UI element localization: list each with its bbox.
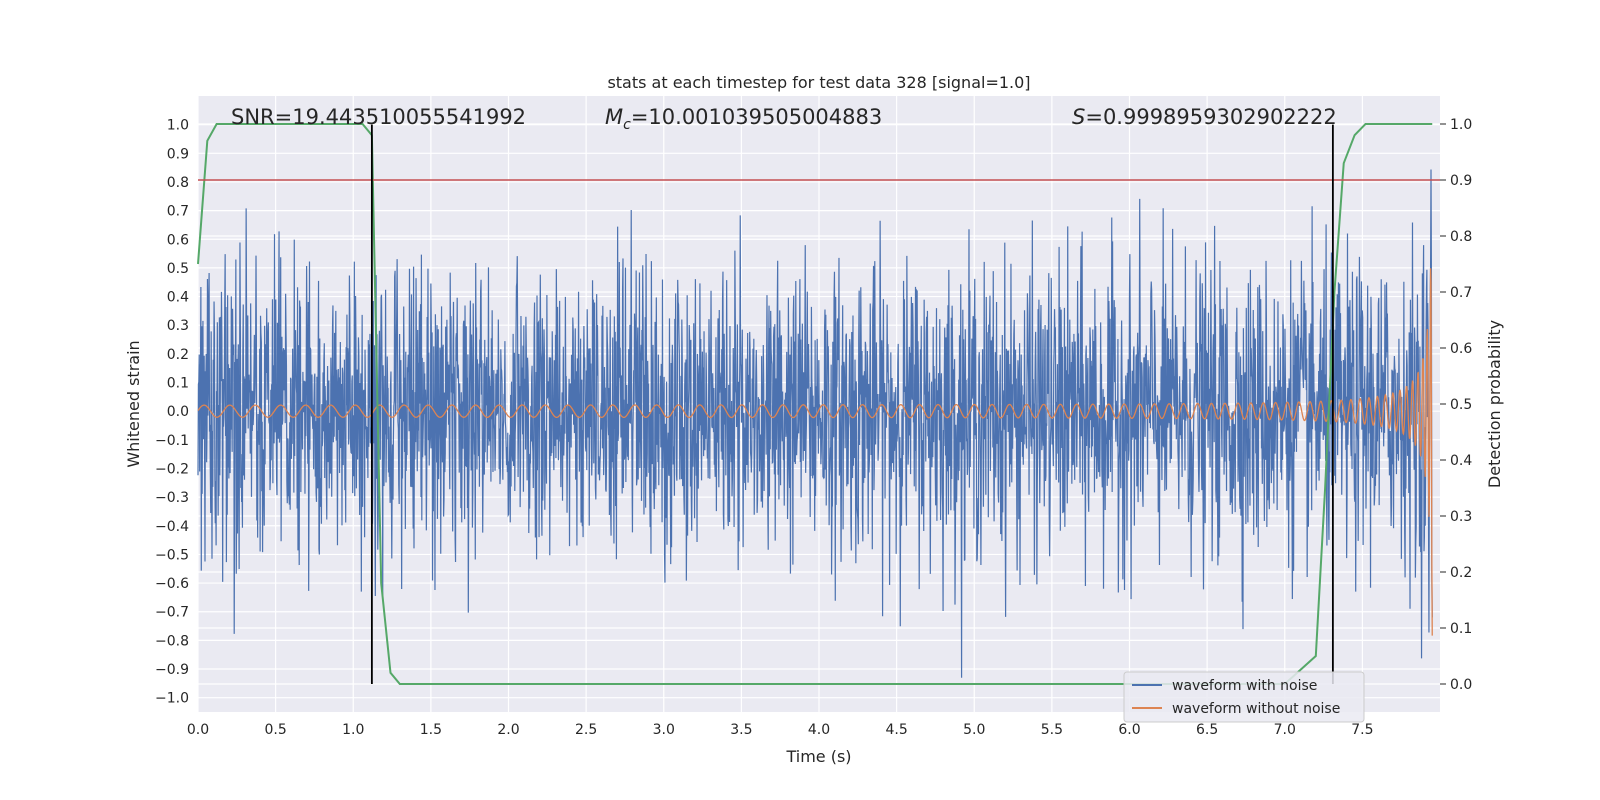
y-tick-label: 0.7 <box>167 204 189 220</box>
x-tick-label: 3.5 <box>730 722 752 738</box>
y-tick-label: −0.1 <box>155 433 189 449</box>
y2-tick-label: 0.6 <box>1450 341 1472 357</box>
legend-box <box>1123 671 1365 723</box>
y2-tick-label: 1.0 <box>1450 117 1472 133</box>
y-axis-label: Whitened strain <box>124 340 143 467</box>
y-tick-label: −0.6 <box>155 576 189 592</box>
y-tick-label: 0.9 <box>167 146 189 162</box>
y-tick-label: −0.4 <box>155 519 189 535</box>
x-tick-label: 0.0 <box>187 722 209 738</box>
y-tick-label: −0.2 <box>155 461 189 477</box>
legend-label-noisy: waveform with noise <box>1172 678 1317 694</box>
x-tick-label: 4.0 <box>808 722 830 738</box>
series-waveform-with-noise <box>197 169 1433 678</box>
y-tick-label: 0.8 <box>167 175 189 191</box>
x-tick-label: 1.0 <box>342 722 364 738</box>
x-tick-label: 2.5 <box>575 722 597 738</box>
y-tick-label: −0.3 <box>155 490 189 506</box>
x-tick-label: 5.0 <box>963 722 985 738</box>
y2-tick-label: 0.7 <box>1450 285 1472 301</box>
s-annotation: S=0.9998959302902222 <box>1072 105 1337 129</box>
x-tick-label: 4.5 <box>885 722 907 738</box>
y2-tick-label: 0.1 <box>1450 621 1472 637</box>
series-layer <box>197 123 1433 685</box>
snr-annotation: SNR=19.443510055541992 <box>231 105 526 129</box>
y-tick-label: 1.0 <box>167 118 189 134</box>
y2-tick-label: 0.0 <box>1450 677 1472 693</box>
y-tick-label: 0.6 <box>167 232 189 248</box>
legend-label-clean: waveform without noise <box>1172 701 1340 717</box>
y2-tick-label: 0.8 <box>1450 229 1472 245</box>
y-tick-label: 0.0 <box>167 404 189 420</box>
y-tick-label: −0.9 <box>155 662 189 678</box>
y2-tick-label: 0.9 <box>1450 173 1472 189</box>
x-tick-label: 6.5 <box>1196 722 1218 738</box>
y-tick-label: −0.5 <box>155 547 189 563</box>
y2-tick-label: 0.5 <box>1450 397 1472 413</box>
y-tick-label: 0.2 <box>167 347 189 363</box>
y2-axis-label: Detection probability <box>1485 320 1504 488</box>
y-tick-label: −1.0 <box>155 691 189 707</box>
chirp-mass-annotation: Mc=10.001039505004883 <box>605 105 882 133</box>
legend: waveform with noise waveform without noi… <box>1123 671 1365 723</box>
y2-tick-label: 0.4 <box>1450 453 1472 469</box>
x-tick-label: 2.0 <box>497 722 519 738</box>
x-tick-label: 3.0 <box>653 722 675 738</box>
y-tick-label: 0.3 <box>167 318 189 334</box>
x-tick-label: 6.0 <box>1118 722 1140 738</box>
y2-tick-label: 0.2 <box>1450 565 1472 581</box>
x-tick-label: 7.0 <box>1274 722 1296 738</box>
x-tick-label: 5.5 <box>1041 722 1063 738</box>
chirp-mass-value: =10.001039505004883 <box>631 105 882 129</box>
x-axis-label: Time (s) <box>785 747 851 766</box>
y-tick-label: −0.8 <box>155 633 189 649</box>
s-symbol: S <box>1072 105 1085 129</box>
y2-tick-label: 0.3 <box>1450 509 1472 525</box>
y-tick-label: 0.4 <box>167 290 189 306</box>
y-tick-label: 0.1 <box>167 376 189 392</box>
y-tick-label: −0.7 <box>155 605 189 621</box>
chirp-mass-subscript: c <box>623 117 631 133</box>
y-tick-label: 0.5 <box>167 261 189 277</box>
series-detection-probability <box>197 123 1433 685</box>
series-waveform-without-noise <box>197 268 1433 636</box>
x-tick-label: 7.5 <box>1351 722 1373 738</box>
s-value: =0.9998959302902222 <box>1085 105 1336 129</box>
x-tick-label: 1.5 <box>420 722 442 738</box>
markers-layer <box>198 124 1440 684</box>
x-tick-label: 0.5 <box>264 722 286 738</box>
chart-title: stats at each timestep for test data 328… <box>607 73 1030 92</box>
ticks-layer: 0.0 0.5 1.0 1.5 2.0 2.5 3.0 3.5 4.0 4.5 5.0 5.5 6.0 6… <box>155 117 1472 738</box>
chirp-mass-symbol: M <box>605 105 623 129</box>
